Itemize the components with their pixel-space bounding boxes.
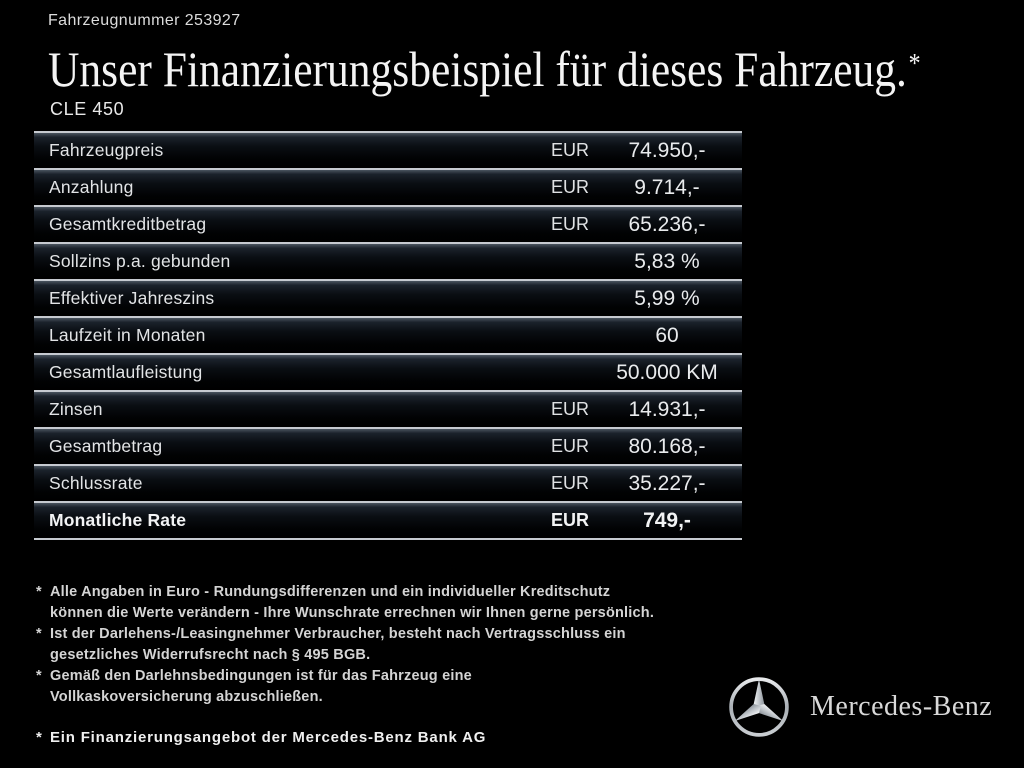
financing-note: * Ein Finanzierungsangebot der Mercedes-… [36, 727, 486, 748]
row-currency: EUR [550, 473, 589, 493]
footnote-text: Ist der Darlehens-/Leasingnehmer Verbrau… [50, 626, 626, 663]
row-value: 60 [655, 323, 679, 347]
row-value: 14.931,- [628, 397, 706, 421]
row-value: 74.950,- [628, 138, 706, 162]
table-row: Schlussrate EUR 35.227,- [34, 464, 742, 501]
row-currency: EUR [550, 399, 589, 419]
footnote-marker: * [36, 729, 43, 746]
row-currency: EUR [550, 177, 589, 197]
row-label: Zinsen [49, 399, 103, 419]
page-title: Unser Finanzierungsbeispiel für dieses F… [48, 36, 921, 96]
row-value: 35.227,- [628, 471, 706, 495]
row-value: 5,99 % [634, 286, 700, 310]
table-row: Fahrzeugpreis EUR 74.950,- [34, 131, 742, 168]
row-label: Gesamtbetrag [49, 436, 163, 456]
row-label: Gesamtkreditbetrag [49, 214, 207, 234]
row-value: 50.000 KM [616, 360, 718, 384]
footnote-marker: * [36, 584, 42, 600]
row-value: 80.168,- [628, 434, 706, 458]
footnote-item: * Ist der Darlehens-/Leasingnehmer Verbr… [36, 624, 748, 666]
footnote-text: Gemäß den Darlehnsbedingungen ist für da… [50, 668, 472, 705]
row-currency: EUR [550, 140, 589, 160]
brand-logo-block: Mercedes-Benz [728, 676, 992, 738]
table-row: Laufzeit in Monaten 60 [34, 316, 742, 353]
table-row: Gesamtbetrag EUR 80.168,- [34, 427, 742, 464]
mercedes-star-icon [729, 677, 789, 737]
row-label: Fahrzeugpreis [49, 140, 164, 160]
row-label: Anzahlung [49, 177, 134, 197]
footnotes: * Alle Angaben in Euro - Rundungsdiffere… [36, 582, 748, 708]
model-name: CLE 450 [50, 99, 125, 119]
financing-table: Fahrzeugpreis EUR 74.950,- Anzahlung EUR… [34, 131, 742, 540]
row-label: Gesamtlaufleistung [49, 362, 203, 382]
row-label: Laufzeit in Monaten [49, 325, 206, 345]
table-row: Sollzins p.a. gebunden 5,83 % [34, 242, 742, 279]
footnote-item: * Gemäß den Darlehnsbedingungen ist für … [36, 666, 748, 708]
table-row: Gesamtlaufleistung 50.000 KM [34, 353, 742, 390]
footnote-marker: * [36, 668, 42, 684]
row-currency: EUR [550, 436, 589, 456]
row-currency: EUR [550, 510, 589, 530]
financing-note-text: Ein Finanzierungsangebot der Mercedes-Be… [50, 729, 487, 746]
page-title-text: Unser Finanzierungsbeispiel für dieses F… [48, 41, 907, 97]
table-row: Monatliche Rate EUR 749,- [34, 501, 742, 538]
table-row: Zinsen EUR 14.931,- [34, 390, 742, 427]
vehicle-number: Fahrzeugnummer 253927 [48, 12, 241, 29]
footnote-marker: * [36, 626, 42, 642]
row-label: Effektiver Jahreszins [49, 288, 215, 308]
title-asterisk: * [908, 47, 921, 78]
row-value: 9.714,- [634, 175, 700, 199]
row-value: 65.236,- [628, 212, 706, 236]
footnote-text: Alle Angaben in Euro - Rundungsdifferenz… [50, 584, 655, 621]
row-currency: EUR [550, 214, 589, 234]
row-label: Monatliche Rate [49, 510, 187, 530]
row-label: Schlussrate [49, 473, 143, 493]
table-row: Effektiver Jahreszins 5,99 % [34, 279, 742, 316]
table-row: Gesamtkreditbetrag EUR 65.236,- [34, 205, 742, 242]
table-row: Anzahlung EUR 9.714,- [34, 168, 742, 205]
row-value: 749,- [643, 508, 691, 532]
footnote-item: * Alle Angaben in Euro - Rundungsdiffere… [36, 582, 748, 624]
brand-wordmark: Mercedes-Benz [810, 691, 993, 722]
row-value: 5,83 % [634, 249, 700, 273]
row-label: Sollzins p.a. gebunden [49, 251, 231, 271]
